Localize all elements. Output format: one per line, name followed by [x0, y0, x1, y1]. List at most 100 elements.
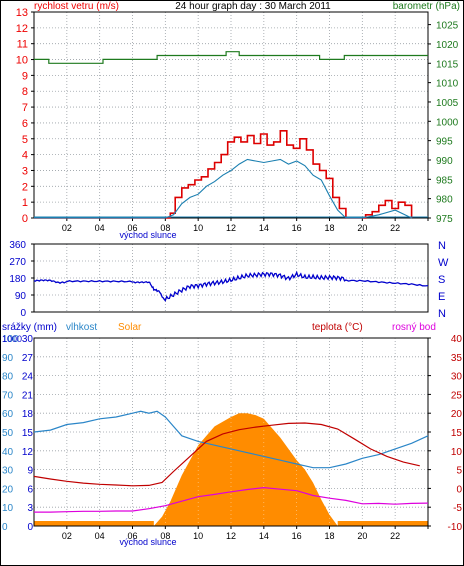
panel3-xtick-label: 12	[226, 531, 236, 541]
panel3-humidity-tick: 90	[2, 353, 14, 364]
panel3-xtick-label: 14	[259, 531, 269, 541]
panel1-left-tick: 0	[22, 213, 28, 225]
panel1-xtick-label: 22	[390, 223, 400, 233]
panel3-xtick-label: 08	[160, 531, 170, 541]
legend-dewpoint: rosný bod	[392, 322, 436, 333]
legend-solar: Solar	[118, 322, 142, 333]
panel1-left-tick: 2	[22, 181, 28, 193]
panel3-temp-tick: 20	[451, 409, 463, 420]
panel3-rain-tick: 0	[27, 522, 33, 533]
panel3-xtick-label: 02	[62, 531, 72, 541]
panel1-right-tick: 985	[436, 175, 453, 186]
panel3-temp-tick: 0	[456, 484, 462, 495]
panel1-xtick-label: 06	[127, 223, 137, 233]
panel1-right-tick: 995	[436, 137, 453, 148]
panel1-right-tick: 1010	[436, 79, 459, 90]
panel1-right-tick: 1000	[436, 117, 459, 128]
panel1-right-tick: 1005	[436, 98, 459, 109]
panel3-xtick-label: 04	[95, 531, 105, 541]
panel2-left-tick: 0	[20, 308, 26, 319]
panel2-right-tick: W	[438, 257, 449, 269]
panel2-right-tick: N	[438, 240, 446, 252]
panel3-temp-tick: 15	[451, 428, 463, 439]
panel3-humidity-tick: 40	[2, 447, 14, 458]
solar-area	[34, 413, 428, 526]
panel2-left-tick: 180	[9, 274, 26, 285]
legend-rain: srážky (mm)	[2, 322, 57, 333]
panel1-left-tick: 8	[22, 86, 28, 98]
panel1-right-tick: 1020	[436, 40, 459, 51]
panel3-humidity-tick: 0	[2, 522, 8, 533]
panel1-left-tick: 13	[16, 7, 28, 19]
panel3-rain-tick: 18	[22, 409, 34, 420]
panel1-left-tick: 1	[22, 197, 28, 209]
panel1-left-tick: 12	[16, 23, 28, 35]
panel1-xtick-label: 14	[259, 223, 269, 233]
panel3-xtick-label: 06	[127, 531, 137, 541]
panel3-xtick-label: 18	[324, 531, 334, 541]
panel1-xtick-label: 12	[226, 223, 236, 233]
panel3-humidity-tick: 60	[2, 409, 14, 420]
panel3-temp-tick: 35	[451, 353, 463, 364]
panel3-rain-tick: 21	[22, 390, 34, 401]
panel1-right-tick: 980	[436, 195, 453, 206]
panel1-left-tick: 7	[22, 102, 28, 114]
panel3-temp-tick: 30	[451, 372, 463, 383]
panel3-rain-tick: 6	[27, 484, 33, 495]
panel1-title: 24 hour graph day : 30 March 2011	[175, 1, 331, 12]
panel1-xtick-label: 20	[357, 223, 367, 233]
rain-bar	[337, 521, 428, 526]
panel3-rain-tick: 12	[22, 447, 34, 458]
rain-bar	[34, 521, 154, 526]
panel1-right-axis-label: barometr (hPa)	[393, 1, 460, 12]
panel1-sunrise-label: východ slunce	[119, 230, 176, 240]
dewpoint-line	[34, 486, 429, 513]
panel3-humidity-tick: 10	[2, 503, 14, 514]
wind-gust-line	[34, 130, 413, 219]
panel3-rain-tick: 3	[27, 503, 33, 514]
panel1-xtick-label: 08	[160, 223, 170, 233]
panel3-solar-tick: 1000	[2, 334, 22, 344]
panel1-right-tick: 1025	[436, 21, 459, 32]
panel2-right-tick: E	[438, 291, 445, 303]
panel2-left-tick: 360	[9, 240, 26, 251]
panel3-humidity-tick: 30	[2, 466, 14, 477]
panel3-humidity-tick: 50	[2, 428, 14, 439]
panel1-left-tick: 4	[22, 150, 28, 162]
panel3-humidity-tick: 80	[2, 372, 14, 383]
temperature-line	[33, 422, 420, 487]
panel3-temp-tick: 40	[451, 334, 463, 345]
panel1-left-tick: 11	[17, 39, 28, 51]
panel3-xtick-label: 10	[193, 531, 203, 541]
panel3-humidity-tick: 70	[2, 390, 14, 401]
panel2-left-tick: 90	[15, 291, 27, 302]
panel1-left-axis-label: rychlost vetru (m/s)	[34, 1, 119, 12]
panel3-rain-tick: 9	[27, 466, 33, 477]
panel1-right-tick: 990	[436, 156, 453, 167]
panel3-temp-tick: -10	[448, 522, 463, 533]
panel1-left-tick: 6	[22, 118, 28, 130]
wind-average-line	[34, 158, 412, 219]
panel3-temp-tick: 5	[456, 466, 462, 477]
panel3-xtick-label: 20	[357, 531, 367, 541]
panel1-xtick-label: 02	[62, 223, 72, 233]
panel3-humidity-tick: 100	[2, 334, 19, 345]
pressure-line	[34, 51, 428, 64]
panel3-rain-tick: 15	[22, 428, 34, 439]
panel1-left-tick: 5	[22, 134, 28, 146]
panel3-xtick-label: 22	[390, 531, 400, 541]
panel2-right-tick: S	[438, 274, 445, 286]
panel1-right-tick: 1015	[436, 59, 459, 70]
panel3-temp-tick: 25	[451, 390, 463, 401]
panel1-xtick-label: 10	[193, 223, 203, 233]
panel1-xtick-label: 18	[324, 223, 334, 233]
panel1-right-tick: 975	[436, 214, 453, 225]
panel2-right-tick: N	[438, 308, 446, 320]
panel3-humidity-tick: 20	[2, 484, 14, 495]
panel3-rain-tick: 27	[22, 353, 34, 364]
legend-temperature: teplota (°C)	[312, 322, 363, 333]
humidity-line	[33, 410, 429, 469]
panel1-left-tick: 9	[22, 70, 28, 82]
panel3-rain-tick: 30	[22, 334, 34, 345]
